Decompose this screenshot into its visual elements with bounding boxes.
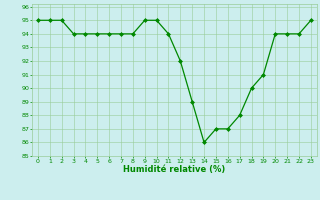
X-axis label: Humidité relative (%): Humidité relative (%) xyxy=(123,165,226,174)
